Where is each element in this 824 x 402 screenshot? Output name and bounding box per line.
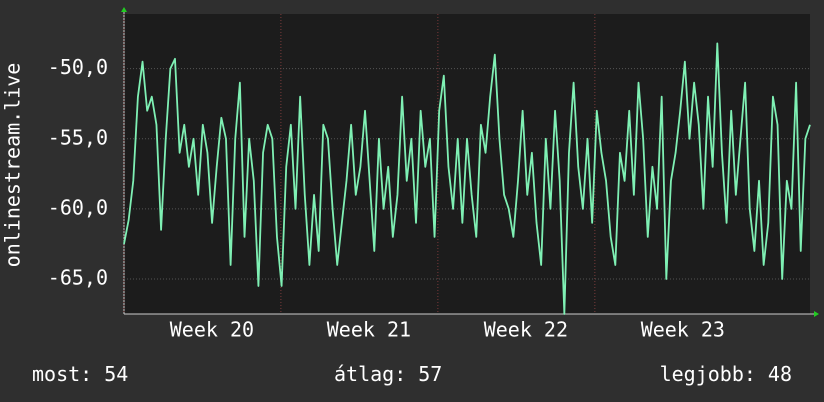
y-axis-label: onlinestream.live bbox=[1, 63, 25, 268]
x-tick-label: Week 23 bbox=[641, 318, 725, 342]
data-line bbox=[123, 42, 811, 315]
stat-label: átlag: bbox=[334, 362, 406, 386]
stat: átlag: 57 bbox=[334, 362, 442, 386]
x-tick-label: Week 20 bbox=[170, 318, 254, 342]
stat: legjobb: 48 bbox=[660, 362, 792, 386]
y-tick-label: -55,0 bbox=[48, 125, 108, 149]
axis-arrow bbox=[814, 311, 819, 317]
y-tick-label: -60,0 bbox=[48, 195, 108, 219]
stat-label: most: bbox=[32, 362, 92, 386]
x-tick-label: Week 22 bbox=[484, 318, 568, 342]
x-tick-label: Week 21 bbox=[327, 318, 411, 342]
stat: most: 54 bbox=[32, 362, 128, 386]
plot-area bbox=[124, 14, 810, 314]
y-tick-label: -65,0 bbox=[48, 265, 108, 289]
stat-value: 48 bbox=[768, 362, 792, 386]
stat-label: legjobb: bbox=[660, 362, 756, 386]
axis-arrow bbox=[121, 7, 127, 12]
y-tick-label: -50,0 bbox=[48, 55, 108, 79]
stat-value: 54 bbox=[104, 362, 128, 386]
stat-value: 57 bbox=[418, 362, 442, 386]
